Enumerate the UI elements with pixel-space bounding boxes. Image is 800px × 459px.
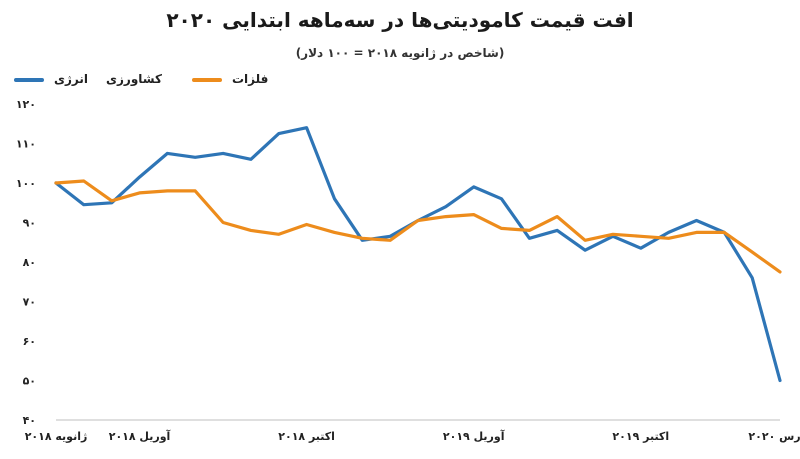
y-tick-label: ۱۰۰ — [16, 177, 36, 190]
legend-swatch-metals — [192, 78, 222, 82]
chart-subtitle: (شاخص در ژانویه ۲۰۱۸ = ۱۰۰ دلار) — [295, 46, 505, 60]
y-tick-label: ۷۰ — [23, 296, 36, 309]
chart-title: افت قیمت کامودیتی‌ها در سه‌ماهه ابتدایی … — [166, 8, 634, 32]
y-tick-label: ۴۰ — [23, 414, 36, 427]
legend-label-energy: انرژی — [54, 72, 88, 86]
y-tick-label: ۹۰ — [23, 217, 36, 230]
x-tick-label: اکتبر ۲۰۱۹ — [612, 430, 669, 443]
y-tick-label: ۵۰ — [23, 375, 36, 388]
y-tick-label: ۱۲۰ — [16, 98, 36, 111]
x-tick-label: مارس ۲۰۲۰ — [748, 430, 800, 443]
series-line-energy — [54, 126, 782, 383]
legend-swatch-energy — [14, 78, 44, 82]
y-tick-label: ۱۱۰ — [16, 138, 36, 151]
y-tick-label: ۸۰ — [23, 256, 36, 269]
x-tick-label: اکتبر ۲۰۱۸ — [278, 430, 335, 443]
x-tick-label: آوریل ۲۰۱۸ — [109, 429, 171, 443]
legend-label-agriculture: کشاورزی — [106, 72, 162, 86]
legend-label-metals: فلزات — [232, 72, 269, 86]
y-tick-label: ۶۰ — [23, 335, 36, 348]
x-tick-label: آوریل ۲۰۱۹ — [443, 429, 505, 443]
series-line-metals — [54, 179, 782, 274]
x-tick-label: ژانویه ۲۰۱۸ — [25, 430, 88, 443]
